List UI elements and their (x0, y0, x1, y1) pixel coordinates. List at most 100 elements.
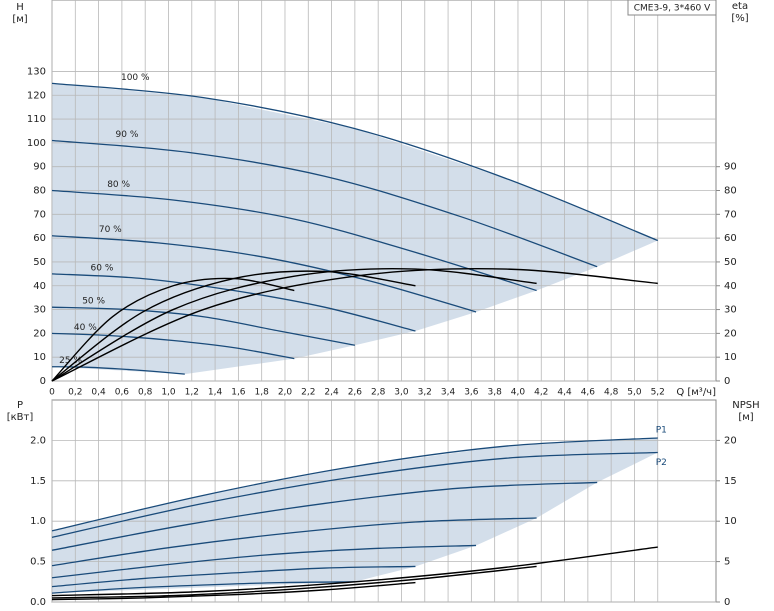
x-tick-label: 4,6 (581, 388, 596, 398)
y-tick-label: 1.5 (30, 476, 46, 487)
curve (51, 544, 477, 579)
curve-label: P2 (656, 458, 667, 468)
curve (51, 235, 477, 313)
x-tick-label: 4,0 (511, 388, 526, 398)
y-tick-label: 10 (33, 352, 46, 363)
y2-axis-unit: [%] (731, 13, 748, 24)
y2-tick-label: 10 (724, 516, 737, 527)
curve-label: P1 (656, 425, 667, 435)
y2-tick-label: 40 (724, 281, 737, 292)
y-tick-label: 0.0 (30, 597, 46, 608)
title-box (627, 0, 717, 16)
y2-tick-label: 20 (724, 435, 737, 446)
y-tick-label: 110 (27, 114, 46, 125)
y2-tick-label: 60 (724, 233, 737, 244)
y2-tick-label: 20 (724, 328, 737, 339)
curve (51, 565, 416, 588)
x-tick-label: 0 (49, 388, 55, 398)
x-tick-label: 1,6 (231, 388, 246, 398)
y-axis-unit: [м] (12, 14, 27, 25)
y2-tick-label: 5 (724, 557, 730, 568)
y-tick-label: 100 (27, 138, 46, 149)
x-tick-label: 1,8 (255, 388, 270, 398)
y2-tick-label: 0 (724, 376, 730, 387)
y-tick-label: 20 (33, 328, 46, 339)
y2-tick-label: 70 (724, 209, 737, 220)
y-tick-label: 0 (40, 376, 46, 387)
y-tick-label: 90 (33, 162, 46, 173)
x-tick-label: 0,8 (138, 388, 153, 398)
x-tick-label: 3,2 (418, 388, 432, 398)
x-tick-label: 4,8 (604, 388, 619, 398)
x-tick-label: 1,0 (161, 388, 176, 398)
curve (51, 82, 659, 242)
y2-tick-label: 0 (724, 597, 730, 608)
curve-label: 50 % (82, 297, 105, 307)
x-tick-label: 0,2 (68, 388, 82, 398)
y-tick-label: 70 (33, 209, 46, 220)
x-tick-label: 0,4 (91, 388, 106, 398)
y-tick-label: 130 (27, 66, 46, 77)
y-tick-label: 1.0 (30, 516, 46, 527)
y2-tick-label: 90 (724, 162, 737, 173)
chart-title: CME3-9, 3*460 V (634, 4, 711, 14)
y2-tick-label: 50 (724, 257, 737, 268)
curve (51, 268, 658, 382)
y2-tick-label: 80 (724, 186, 737, 197)
y-tick-label: 2.0 (30, 435, 46, 446)
x-tick-label: 5,0 (627, 388, 642, 398)
y-tick-label: 30 (33, 305, 46, 316)
curve-label: 80 % (107, 180, 130, 190)
x-tick-label: 3,8 (488, 388, 503, 398)
x-tick-label: 4,4 (557, 388, 572, 398)
x-tick-label: 0,6 (115, 388, 130, 398)
x-tick-label: 1,2 (185, 388, 199, 398)
x-tick-label: 5,2 (651, 388, 665, 398)
curve (51, 581, 355, 594)
curve-label: 70 % (99, 225, 122, 235)
curve-label: 90 % (116, 130, 139, 140)
curve (51, 139, 598, 268)
x-tick-label: 3,4 (441, 388, 456, 398)
y-tick-label: 60 (33, 233, 46, 244)
x-tick-label: 3,6 (464, 388, 479, 398)
y-tick-label: 120 (27, 90, 46, 101)
curve-label: 40 % (74, 323, 97, 333)
y2-axis-label: NPSH (732, 400, 759, 411)
curve (51, 546, 658, 597)
curve (51, 565, 537, 599)
x-tick-label: 2,8 (371, 388, 386, 398)
x-tick-label: 2,0 (278, 388, 293, 398)
curve (51, 481, 598, 551)
curve (51, 451, 658, 538)
curve (51, 306, 355, 346)
curve-label: 25 % (59, 356, 82, 366)
curve (51, 273, 416, 332)
curve-label: 60 % (91, 263, 114, 273)
curve (51, 581, 416, 601)
y-axis-label: P (17, 400, 23, 411)
x-tick-label: 2,6 (348, 388, 363, 398)
y-tick-label: 50 (33, 257, 46, 268)
y2-axis-unit: [м] (738, 412, 753, 423)
curve (51, 437, 658, 532)
x-tick-label: 2,4 (324, 388, 339, 398)
y2-tick-label: 30 (724, 305, 737, 316)
x-tick-label: 2,2 (301, 388, 315, 398)
x-tick-label: 1,4 (208, 388, 223, 398)
y2-tick-label: 15 (724, 476, 737, 487)
y2-axis-label: eta (732, 1, 748, 12)
y-tick-label: 80 (33, 186, 46, 197)
x-axis-label: Q [м³/ч] (676, 387, 716, 398)
x-tick-label: 3,0 (394, 388, 409, 398)
y-axis-label: H (16, 2, 24, 13)
y2-tick-label: 10 (724, 352, 737, 363)
curve (51, 189, 537, 292)
curve (51, 277, 295, 382)
y-tick-label: 0.5 (30, 557, 46, 568)
curve (51, 268, 537, 382)
x-tick-label: 4,2 (534, 388, 548, 398)
y-axis-unit: [кВт] (7, 412, 34, 423)
